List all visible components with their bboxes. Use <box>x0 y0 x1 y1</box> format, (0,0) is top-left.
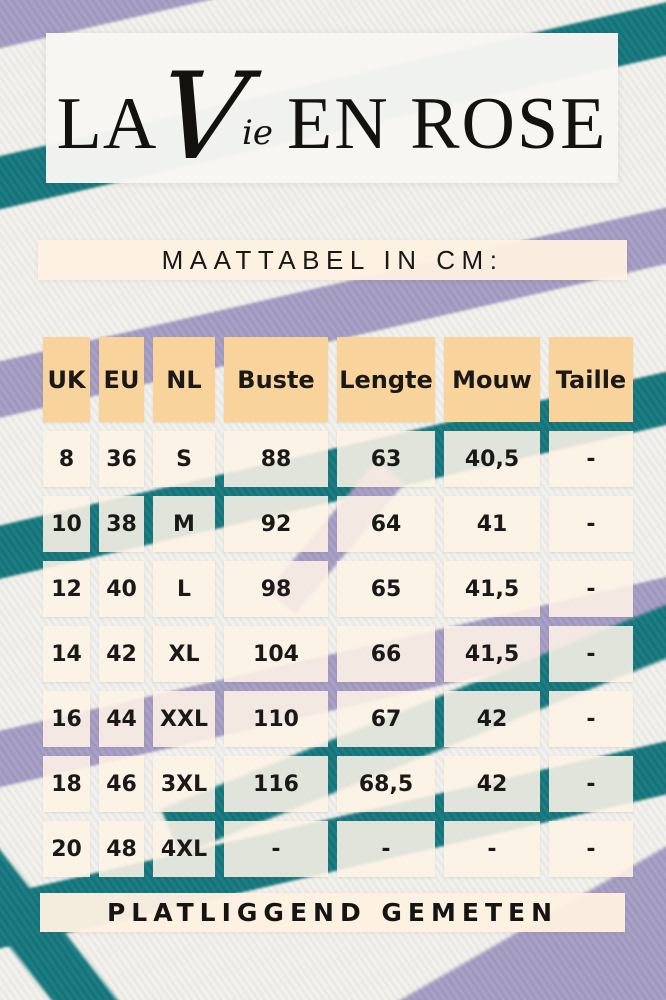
size-cell-r5-taille: - <box>549 691 633 747</box>
size-cell-r4-nl: XL <box>153 626 215 682</box>
size-cell-r7-taille: - <box>549 821 633 877</box>
banner-title: MAATTABEL IN CM: <box>161 244 504 275</box>
size-cell-r5-lengte: 67 <box>337 691 435 747</box>
size-cell-r1-mouw: 40,5 <box>444 431 540 487</box>
header-cell-nl: NL <box>153 337 215 422</box>
size-cell-r2-nl: M <box>153 496 215 552</box>
header-cell-lengte: Lengte <box>337 337 435 422</box>
header-cell-eu: EU <box>99 337 144 422</box>
size-cell-r3-taille: - <box>549 561 633 617</box>
size-cell-r4-mouw: 41,5 <box>444 626 540 682</box>
size-cell-r1-lengte: 63 <box>337 431 435 487</box>
size-cell-r3-eu: 40 <box>99 561 144 617</box>
header-cell-taille: Taille <box>549 337 633 422</box>
size-cell-r1-taille: - <box>549 431 633 487</box>
header-cell-mouw: Mouw <box>444 337 540 422</box>
size-cell-r6-mouw: 42 <box>444 756 540 812</box>
size-cell-r2-taille: - <box>549 496 633 552</box>
size-cell-r5-uk: 16 <box>43 691 90 747</box>
logo-script-v: V <box>153 48 255 187</box>
size-cell-r2-lengte: 64 <box>337 496 435 552</box>
header-cell-uk: UK <box>43 337 90 422</box>
size-cell-r4-uk: 14 <box>43 626 90 682</box>
size-cell-r2-buste: 92 <box>224 496 328 552</box>
size-cell-r1-buste: 88 <box>224 431 328 487</box>
size-cell-r5-mouw: 42 <box>444 691 540 747</box>
size-cell-r3-buste: 98 <box>224 561 328 617</box>
size-cell-r5-nl: XXL <box>153 691 215 747</box>
size-cell-r7-lengte: - <box>337 821 435 877</box>
size-cell-r3-lengte: 65 <box>337 561 435 617</box>
size-cell-r5-eu: 44 <box>99 691 144 747</box>
size-cell-r7-buste: - <box>224 821 328 877</box>
size-cell-r3-nl: L <box>153 561 215 617</box>
title-banner: MAATTABEL IN CM: <box>38 240 627 280</box>
logo-script-ie: ie <box>242 113 273 153</box>
size-cell-r6-buste: 116 <box>224 756 328 812</box>
size-table: UK EU NL Buste Lengte Mouw Taille 8 36 S 88 63 40,5-… <box>43 337 633 877</box>
size-cell-r4-taille: - <box>549 626 633 682</box>
header-cell-buste: Buste <box>224 337 328 422</box>
logo-text-la: LA <box>56 83 158 165</box>
size-cell-r2-uk: 10 <box>43 496 90 552</box>
size-cell-r4-lengte: 66 <box>337 626 435 682</box>
size-cell-r6-eu: 46 <box>99 756 144 812</box>
footer-band: PLATLIGGEND GEMETEN <box>40 893 625 932</box>
size-cell-r4-eu: 42 <box>99 626 144 682</box>
size-cell-r6-lengte: 68,5 <box>337 756 435 812</box>
size-cell-r7-eu: 48 <box>99 821 144 877</box>
size-cell-r2-mouw: 41 <box>444 496 540 552</box>
logo-text-en-rose: EN ROSE <box>287 83 608 165</box>
size-cell-r6-uk: 18 <box>43 756 90 812</box>
size-cell-r3-mouw: 41,5 <box>444 561 540 617</box>
footer-note: PLATLIGGEND GEMETEN <box>106 898 559 927</box>
size-cell-r7-nl: 4XL <box>153 821 215 877</box>
size-cell-r2-eu: 38 <box>99 496 144 552</box>
size-cell-r6-taille: - <box>549 756 633 812</box>
size-cell-r4-buste: 104 <box>224 626 328 682</box>
size-cell-r5-buste: 110 <box>224 691 328 747</box>
size-cell-r6-nl: 3XL <box>153 756 215 812</box>
size-cell-r1-eu: 36 <box>99 431 144 487</box>
size-cell-r3-uk: 12 <box>43 561 90 617</box>
size-cell-r7-mouw: - <box>444 821 540 877</box>
size-cell-r7-uk: 20 <box>43 821 90 877</box>
size-cell-r1-nl: S <box>153 431 215 487</box>
size-cell-r1-uk: 8 <box>43 431 90 487</box>
